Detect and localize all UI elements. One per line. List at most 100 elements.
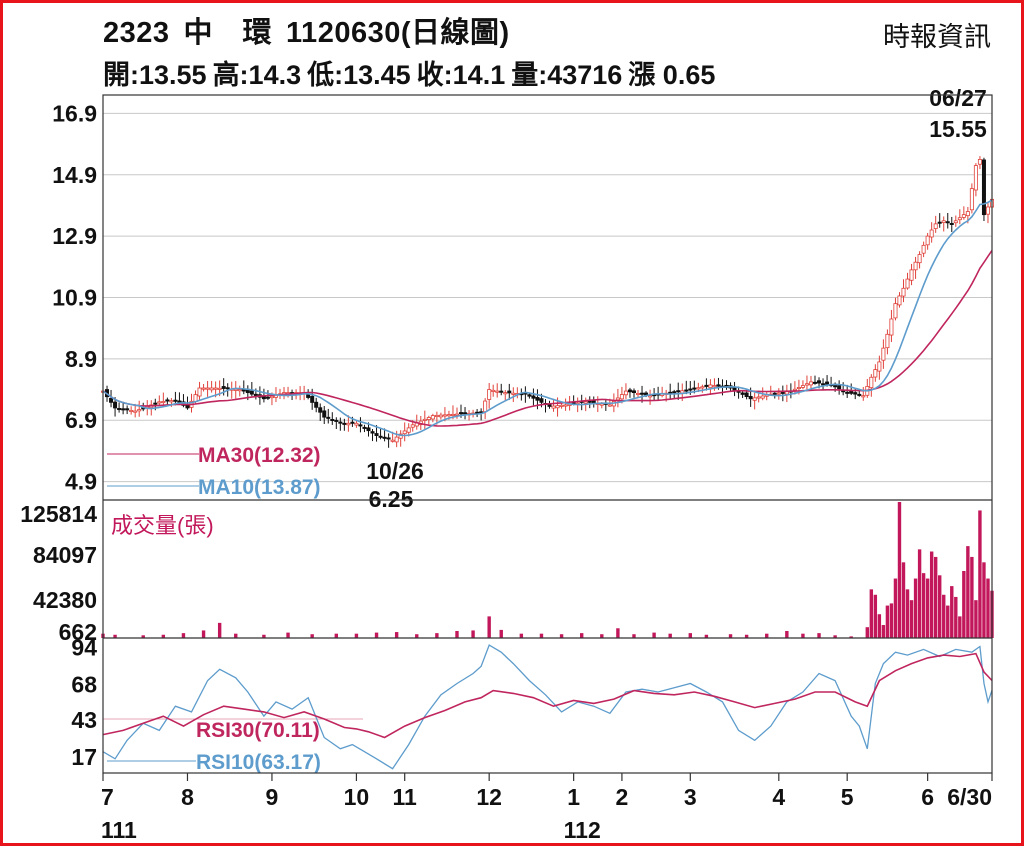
volume-bar — [579, 633, 584, 638]
candle-body — [700, 386, 705, 389]
candle-body — [760, 395, 765, 399]
rsi10-legend: RSI10(63.17) — [196, 751, 321, 774]
candle-body — [881, 347, 886, 361]
candle-body — [813, 381, 818, 384]
candle-body — [249, 390, 254, 395]
x-tick-label: 4 — [772, 784, 785, 810]
candle-body — [676, 390, 681, 393]
candle-body — [973, 165, 978, 191]
candle-body — [209, 387, 214, 391]
candle-body — [527, 394, 532, 397]
year-label: 112 — [564, 817, 601, 843]
volume-tick-label: 125814 — [20, 501, 97, 527]
candle-body — [893, 303, 898, 319]
low-value: 低:13.45 — [307, 60, 411, 90]
candle-body — [330, 418, 335, 421]
candle-body — [981, 159, 986, 216]
candle-body — [531, 395, 536, 399]
volume-bar — [394, 632, 399, 638]
volume-bar — [217, 622, 222, 638]
candle-body — [426, 417, 431, 420]
candle-body — [853, 392, 858, 395]
candle-body — [374, 433, 379, 436]
candle-body — [672, 391, 677, 394]
candle-body — [370, 431, 375, 434]
volume-bar — [632, 634, 636, 638]
rsi-tick-label: 17 — [71, 744, 97, 770]
volume-bar — [865, 627, 869, 638]
volume-bar — [901, 562, 906, 638]
candle-body — [985, 206, 990, 215]
candle-body — [495, 390, 500, 393]
candle-body — [342, 422, 347, 425]
x-tick-label: 1 — [567, 784, 580, 810]
candle-body — [382, 436, 387, 439]
candle-body — [366, 427, 371, 432]
ma10-line — [102, 199, 993, 437]
volume-bar — [559, 634, 564, 638]
candle-body — [410, 424, 415, 428]
volume-bar — [181, 633, 186, 638]
ma10-legend: MA10(13.87) — [198, 476, 321, 499]
candle-body — [454, 413, 459, 416]
x-tick-label: 3 — [684, 784, 697, 810]
ohlc-summary: 開:13.55 高:14.3 低:13.45 收:14.1 量:43716 漲 0.65 — [103, 53, 721, 92]
candle-body — [845, 391, 850, 394]
volume-bar — [688, 633, 693, 638]
candle-body — [644, 392, 649, 396]
stock-code: 2323 — [103, 17, 170, 49]
volume-bar — [958, 616, 962, 638]
candle-body — [450, 413, 455, 416]
volume-bar — [978, 510, 982, 638]
volume-bar — [374, 632, 379, 638]
candle-body — [535, 397, 540, 401]
volume-bar — [801, 633, 805, 638]
candle-body — [792, 388, 797, 391]
volume-bar — [921, 573, 926, 638]
candle-body — [648, 395, 653, 398]
volume-bars — [101, 502, 994, 638]
candle-body — [499, 390, 504, 393]
x-tick-label: 8 — [181, 784, 194, 810]
candle-body — [221, 386, 226, 389]
candle-body — [752, 397, 757, 401]
candle-body — [929, 229, 934, 238]
date-label: 1120630(日線圖) — [286, 17, 510, 49]
price-tick-label: 12.9 — [52, 223, 97, 249]
candle-body — [153, 402, 158, 405]
candle-body — [334, 419, 339, 422]
candle-body — [740, 392, 745, 395]
price-tick-label: 6.9 — [65, 407, 97, 433]
candle-body — [350, 421, 355, 424]
high-annotation-date: 06/27 — [929, 85, 987, 111]
candle-body — [885, 333, 890, 349]
candle-body — [849, 390, 854, 394]
candle-body — [712, 385, 717, 388]
candle-body — [953, 220, 958, 224]
candle-body — [772, 392, 777, 395]
candle-body — [804, 383, 809, 386]
volume-value: 量:43716 — [511, 60, 623, 90]
candle-body — [539, 398, 544, 403]
candle-body — [756, 396, 761, 399]
candle-body — [434, 414, 439, 417]
volume-bar — [141, 635, 145, 638]
candle-body — [438, 414, 443, 418]
chart-title: 2323 中 環 1120630(日線圖) — [103, 9, 524, 51]
price-tick-label: 8.9 — [65, 346, 97, 372]
candle-body — [591, 400, 596, 404]
candle-body — [253, 393, 258, 397]
volume-bar — [286, 632, 290, 638]
candle-body — [310, 395, 315, 403]
candle-body — [185, 404, 190, 409]
candle-body — [378, 435, 383, 438]
volume-bar — [334, 633, 339, 638]
candle-body — [491, 389, 496, 392]
candle-body — [684, 389, 689, 392]
high-annotation-value: 15.55 — [929, 116, 987, 142]
volume-bar — [471, 630, 475, 638]
candle-body — [704, 384, 709, 387]
volume-bar — [909, 600, 914, 638]
candle-body — [937, 221, 942, 224]
